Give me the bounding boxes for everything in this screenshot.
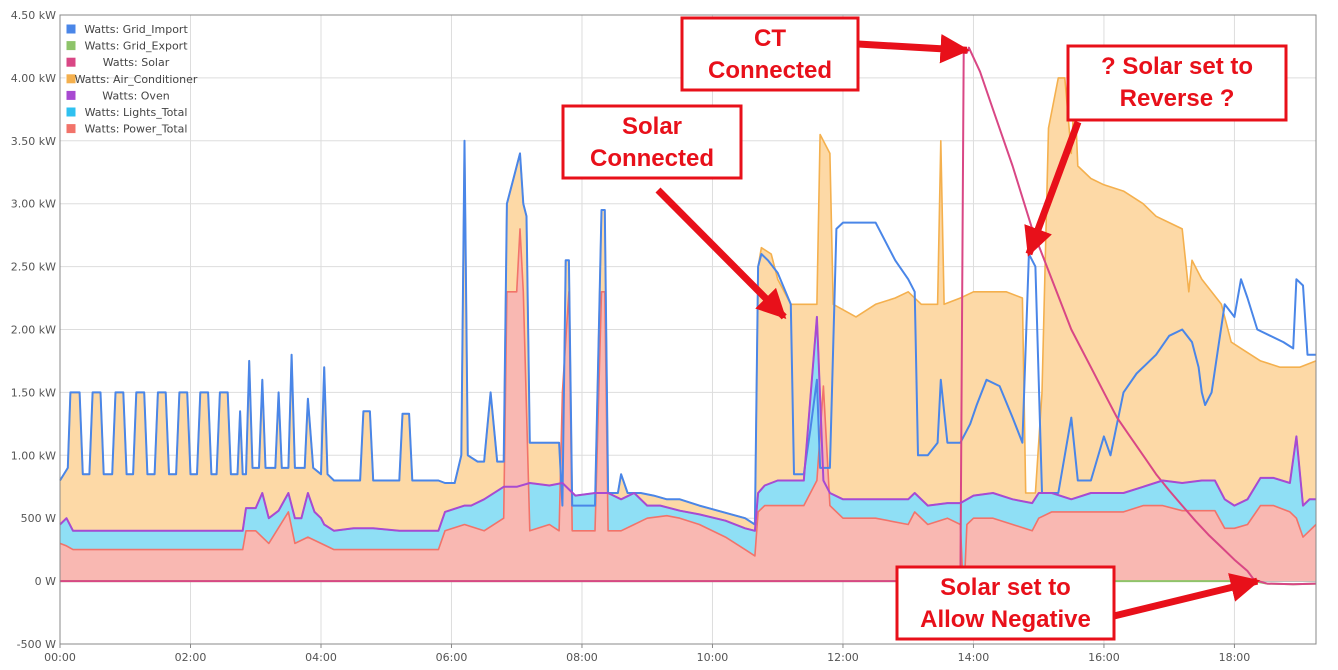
y-tick-label: 1.00 kW [11,449,56,462]
legend-swatch [65,40,77,52]
y-axis-ticks: -500 W 0 W 500 W 1.00 kW 1.50 kW 2.00 kW 2.50 … [11,9,56,651]
annotation-arrow [655,187,787,320]
y-tick-label: 4.50 kW [11,9,56,22]
annotation-box [1066,44,1288,122]
y-tick-label: 1.50 kW [11,386,56,399]
area-edge-watts-power-total [59,228,1317,601]
legend-label: Watts: Power_Total [85,123,188,136]
x-tick-label: 06:00 [436,651,468,664]
x-tick-label: 04:00 [305,651,337,664]
area-watts-lights-total [60,316,1316,582]
legend-label: Watts: Oven [102,89,169,102]
legend-label: Watts: Grid_Export [84,40,188,53]
y-tick-label: 3.50 kW [11,135,56,148]
legend-swatch [65,23,77,35]
legend: Watts: Grid_Import Watts: Grid_Export Watt… [65,23,198,136]
line-watts-grid-import [59,139,1316,526]
x-axis-ticks: 00:00 02:00 04:00 06:00 08:00 10:00 12:00 14:00… [44,644,1250,664]
x-tick-label: 02:00 [175,651,207,664]
legend-label: Watts: Air_Conditioner [75,73,198,86]
annotation-text: Solar set to [940,574,1071,601]
annotation-arrow [1113,573,1261,620]
y-tick-label: 3.00 kW [11,198,56,211]
x-tick-label: 10:00 [697,651,729,664]
annotation-text: Allow Negative [920,606,1091,633]
y-tick-label: 500 W [21,512,56,525]
y-tick-label: 4.00 kW [11,72,56,85]
line-watts-oven [59,315,1316,532]
y-tick-label: -500 W [17,638,56,651]
x-tick-label: 18:00 [1219,651,1251,664]
legend-label: Watts: Lights_Total [85,106,188,119]
legend-label: Watts: Grid_Import [84,23,188,36]
legend-swatch [65,106,77,118]
annotation-box [895,565,1116,641]
annotation-text: Connected [590,145,714,172]
legend-swatch [65,56,77,68]
line-watts-solar [60,46,1317,586]
y-tick-label: 2.00 kW [11,324,56,337]
annotation-text: Connected [708,57,832,84]
legend-swatch [65,89,77,101]
area-watts-air-conditioner [60,77,1316,582]
annotation-text: ? Solar set to [1101,53,1253,80]
x-tick-label: 08:00 [566,651,598,664]
annotation-text: Solar [622,113,682,140]
x-tick-label: 00:00 [44,651,76,664]
annotation-text: Reverse ? [1120,85,1235,112]
annotation-arrow [857,34,970,64]
x-tick-label: 16:00 [1088,651,1120,664]
plot-frame [59,14,1317,645]
annotation-box [561,104,743,180]
legend-label: Watts: Solar [103,56,170,69]
y-tick-label: 2.50 kW [11,261,56,274]
x-tick-label: 12:00 [827,651,859,664]
legend-swatch [65,123,77,135]
annotation-text: CT [754,25,786,52]
y-tick-label: 0 W [35,575,56,588]
line-series [59,46,1317,586]
area-watts-power-total [60,228,1316,600]
annotation-box [680,16,860,92]
annotations: CT Connected ? Solar set to Reverse ? Solar C… [561,16,1288,641]
legend-swatch [65,73,77,85]
annotation-arrow [1024,120,1082,257]
x-tick-label: 14:00 [958,651,990,664]
